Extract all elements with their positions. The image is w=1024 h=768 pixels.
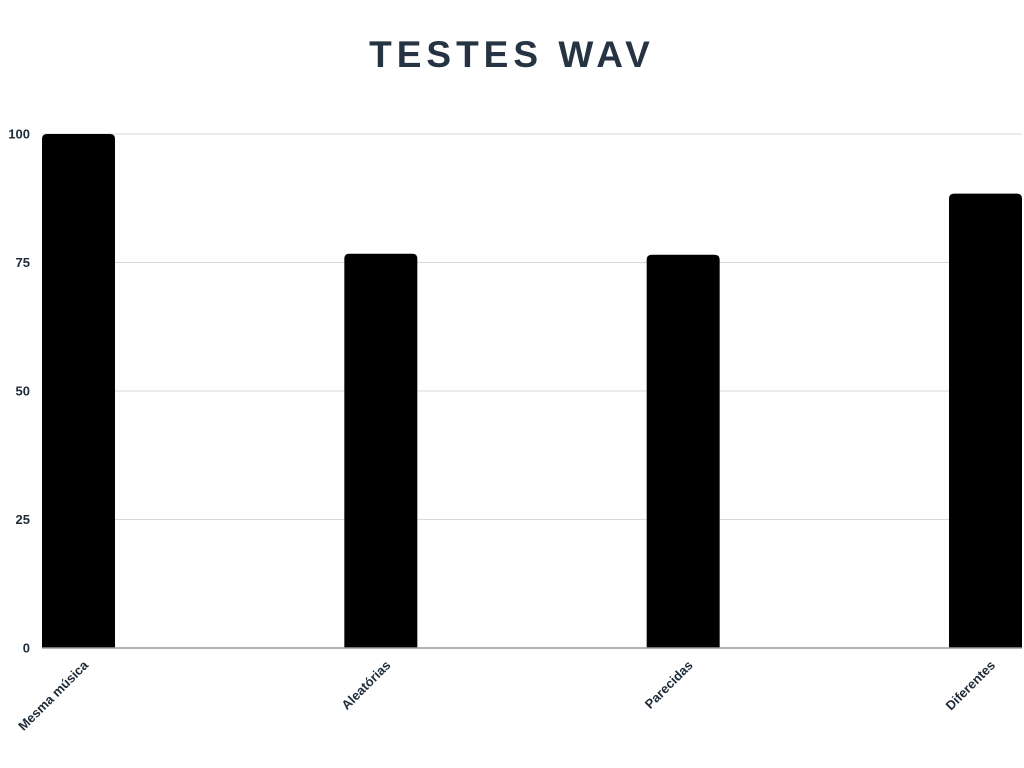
y-tick-label: 100 <box>8 127 30 142</box>
y-tick-label: 75 <box>16 255 30 270</box>
y-tick-label: 50 <box>16 384 30 399</box>
grid-lines <box>42 133 1022 520</box>
y-axis-ticks: 0 25 50 75 100 <box>8 127 30 656</box>
x-tick-label: Parecidas <box>642 658 696 712</box>
bar <box>949 193 1022 648</box>
y-tick-label: 25 <box>16 512 30 527</box>
bar <box>646 254 720 649</box>
bar <box>42 134 115 648</box>
y-tick-label: 0 <box>23 641 30 656</box>
x-tick-label: Aleatórias <box>338 658 393 713</box>
bars <box>42 134 1022 649</box>
x-tick-label: Mesma música <box>15 657 92 734</box>
chart-title: TESTES WAV <box>369 34 655 75</box>
x-axis-labels: Mesma música Aleatórias Parecidas Diferente… <box>15 657 998 734</box>
bar <box>344 253 418 648</box>
x-tick-label: Diferentes <box>943 658 999 714</box>
